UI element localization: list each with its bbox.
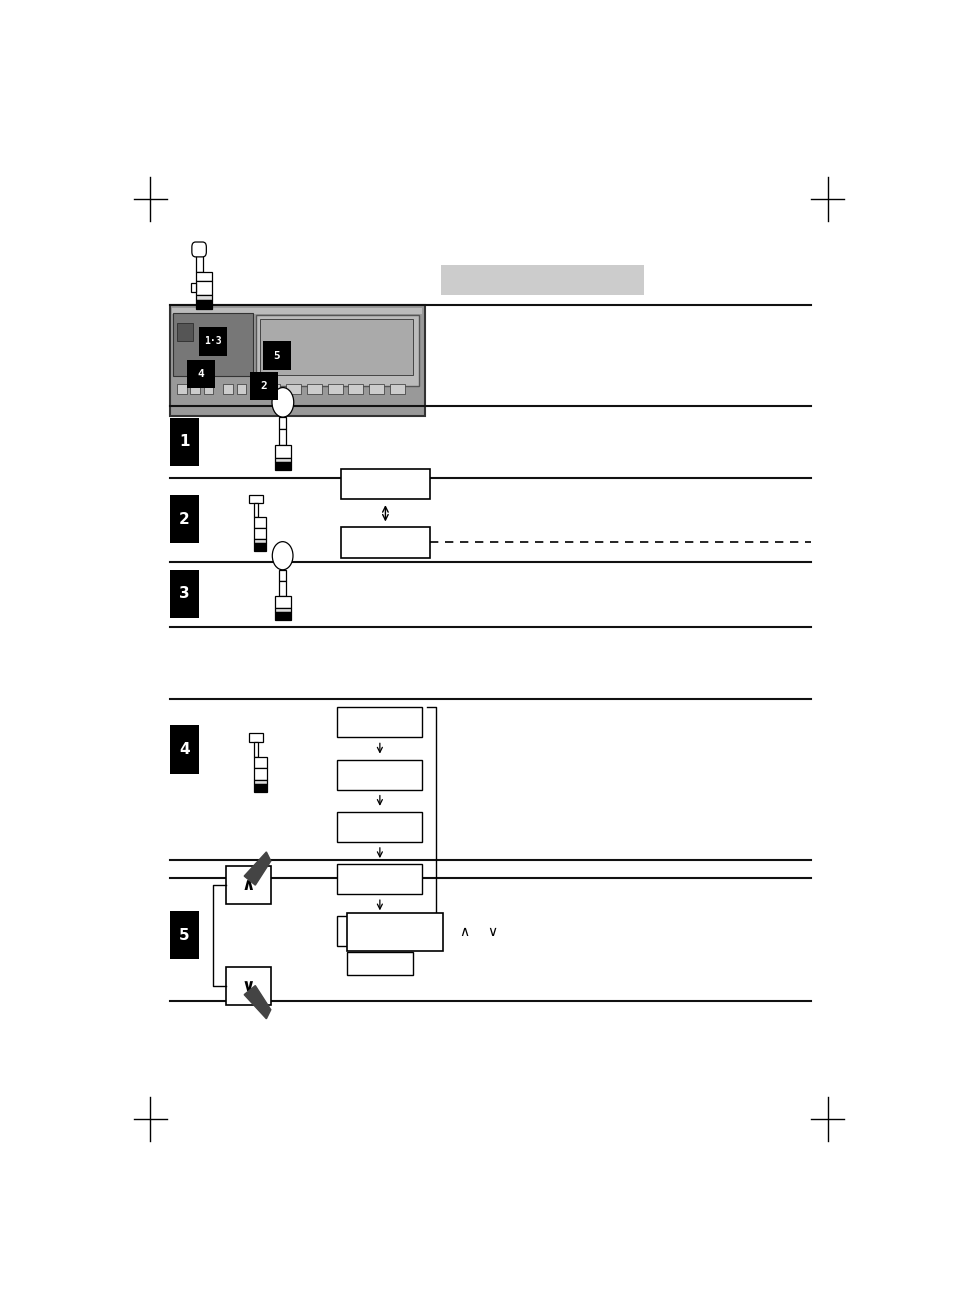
Text: ∨: ∨ (487, 925, 497, 940)
Bar (390, 384, 404, 394)
Bar (253, 780, 267, 784)
Bar (337, 760, 422, 790)
Bar (265, 384, 280, 394)
Circle shape (272, 542, 293, 570)
Bar (191, 283, 195, 292)
Bar (274, 462, 291, 470)
Bar (255, 316, 418, 386)
FancyBboxPatch shape (192, 241, 206, 257)
Bar (286, 384, 301, 394)
Bar (176, 384, 187, 394)
Bar (279, 418, 286, 429)
Bar (195, 281, 212, 295)
Bar (195, 271, 212, 281)
Bar (176, 324, 193, 342)
Bar (226, 967, 271, 1005)
Bar (195, 300, 212, 308)
Bar (341, 468, 429, 500)
Bar (341, 527, 429, 557)
Bar (195, 295, 212, 300)
Bar (253, 527, 266, 539)
Bar (170, 726, 199, 774)
Text: 1: 1 (179, 435, 190, 449)
Bar (172, 308, 422, 315)
Text: 5: 5 (274, 351, 280, 360)
Bar (279, 570, 286, 581)
Circle shape (272, 388, 294, 418)
Bar (275, 608, 291, 612)
Bar (337, 916, 422, 946)
Bar (253, 784, 267, 792)
Bar (223, 384, 233, 394)
Text: 4: 4 (179, 743, 190, 757)
Bar (253, 504, 258, 517)
Bar (337, 812, 422, 842)
Polygon shape (244, 852, 271, 885)
Text: 3: 3 (179, 586, 190, 602)
Bar (249, 733, 263, 743)
Text: ∧: ∧ (459, 925, 469, 940)
Bar (347, 913, 442, 951)
Bar (275, 612, 291, 620)
Bar (173, 313, 253, 376)
Bar (187, 360, 214, 388)
Bar (190, 384, 199, 394)
Bar (440, 265, 643, 295)
Bar (253, 539, 266, 543)
Bar (170, 418, 199, 466)
Text: 1·3: 1·3 (204, 337, 222, 347)
Bar (253, 767, 267, 780)
Bar (170, 569, 199, 617)
Bar (226, 867, 271, 904)
Bar (274, 445, 291, 458)
Bar (337, 707, 422, 737)
Bar (250, 372, 278, 399)
Bar (253, 757, 267, 767)
Bar (253, 743, 258, 757)
Bar (259, 320, 413, 375)
Bar (170, 305, 424, 416)
Polygon shape (244, 985, 271, 1019)
Bar (253, 543, 266, 551)
Bar (279, 581, 286, 596)
Bar (249, 495, 263, 504)
Text: 5: 5 (179, 928, 190, 942)
Bar (348, 384, 363, 394)
Bar (203, 384, 213, 394)
Bar (328, 384, 342, 394)
Bar (199, 328, 227, 355)
Bar (195, 247, 202, 271)
Bar (170, 495, 199, 543)
Bar (274, 458, 291, 462)
Bar (170, 911, 199, 959)
Text: 4: 4 (197, 368, 204, 378)
Bar (253, 517, 266, 527)
Bar (279, 429, 286, 445)
Bar (307, 384, 321, 394)
Bar (262, 342, 291, 369)
Text: ∨: ∨ (242, 976, 255, 994)
Bar (369, 384, 383, 394)
Text: ∧: ∧ (242, 876, 255, 894)
Bar (337, 864, 422, 894)
Text: 2: 2 (179, 512, 190, 527)
Bar (236, 384, 246, 394)
Bar (275, 596, 291, 608)
Text: 2: 2 (260, 381, 267, 390)
Bar (346, 953, 413, 975)
